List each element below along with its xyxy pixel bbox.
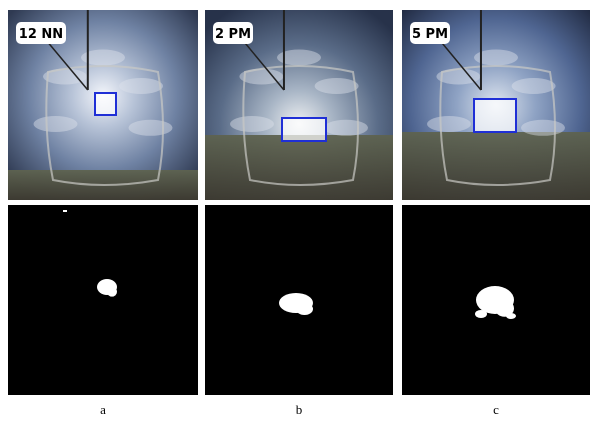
time-label: 2 PM [215, 27, 251, 42]
mask-blob [475, 310, 487, 318]
sun-box-fill [95, 93, 116, 115]
caption: b [296, 402, 303, 417]
panel: 5 PM c [402, 10, 590, 417]
ground [205, 135, 393, 200]
cloud [230, 116, 274, 132]
cloud [324, 120, 368, 136]
cloud [129, 120, 173, 136]
mask-image [8, 205, 198, 395]
mask-speck [63, 210, 67, 212]
sun-box-fill [282, 118, 326, 141]
mask-blob [506, 313, 516, 319]
page: 12 NNa2 PMb5 PMc (() => { const data = J… [0, 0, 590, 421]
cloud [119, 78, 163, 94]
time-label: 5 PM [412, 27, 448, 42]
figure: 12 NN a 2 PM b 5 PM c [0, 0, 590, 421]
caption: c [493, 402, 499, 417]
panel: 12 NN a [8, 10, 198, 417]
cloud [34, 116, 78, 132]
panel: 2 PM b [205, 10, 393, 417]
cloud [315, 78, 359, 94]
cloud [512, 78, 556, 94]
cloud [521, 120, 565, 136]
time-label: 12 NN [19, 27, 63, 42]
mask-blob [296, 303, 313, 315]
cloud [427, 116, 471, 132]
mask-blob [107, 287, 117, 297]
caption: a [100, 402, 106, 417]
ground [402, 132, 590, 200]
sun-box-fill [474, 99, 516, 132]
